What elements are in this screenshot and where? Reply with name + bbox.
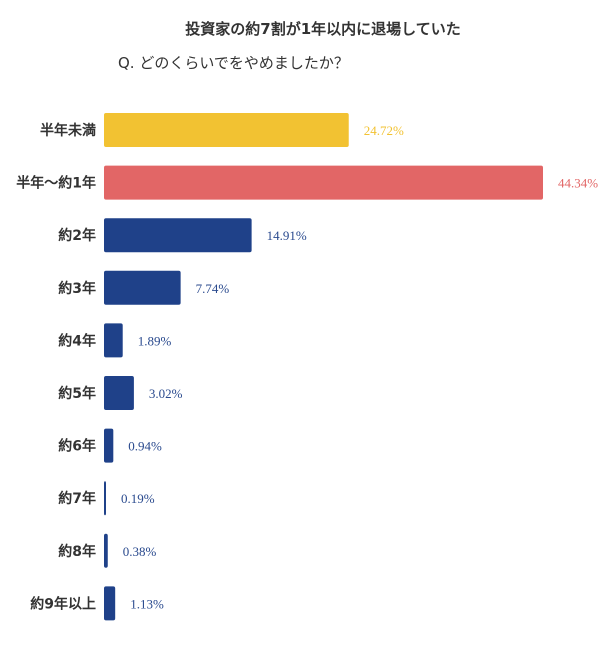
bar: [104, 323, 123, 358]
category-label: 半年〜約1年: [16, 175, 96, 192]
value-label: 1.13%: [130, 596, 164, 611]
category-label: 約5年: [58, 385, 96, 402]
category-label: 約6年: [58, 438, 96, 455]
bar: [104, 218, 252, 253]
category-label: 約8年: [58, 543, 96, 560]
bar: [104, 113, 349, 147]
category-label: 半年未満: [40, 122, 96, 139]
value-label: 7.74%: [196, 281, 230, 296]
bar: [104, 481, 106, 516]
value-label: 0.19%: [121, 491, 155, 506]
chart-title: 投資家の約7割が1年以内に退場していた: [185, 20, 461, 38]
category-label: 約3年: [58, 280, 96, 297]
bar: [104, 586, 116, 621]
value-label: 0.38%: [123, 544, 157, 559]
value-label: 44.34%: [558, 176, 598, 191]
chart-subtitle: Q. どのくらいでをやめましたか？: [118, 54, 349, 72]
value-label: 0.94%: [128, 439, 162, 454]
value-label: 1.89%: [138, 333, 172, 348]
bar: [104, 165, 543, 200]
value-label: 3.02%: [149, 386, 183, 401]
category-label: 約9年以上: [30, 595, 96, 612]
bar: [104, 533, 108, 568]
bar: [104, 376, 134, 410]
value-label: 24.72%: [364, 123, 404, 138]
category-label: 約4年: [58, 332, 96, 349]
bar: [104, 428, 114, 463]
category-label: 約2年: [58, 227, 96, 244]
bar: [104, 270, 181, 305]
category-label: 約7年: [58, 490, 96, 507]
value-label: 14.91%: [267, 228, 307, 243]
